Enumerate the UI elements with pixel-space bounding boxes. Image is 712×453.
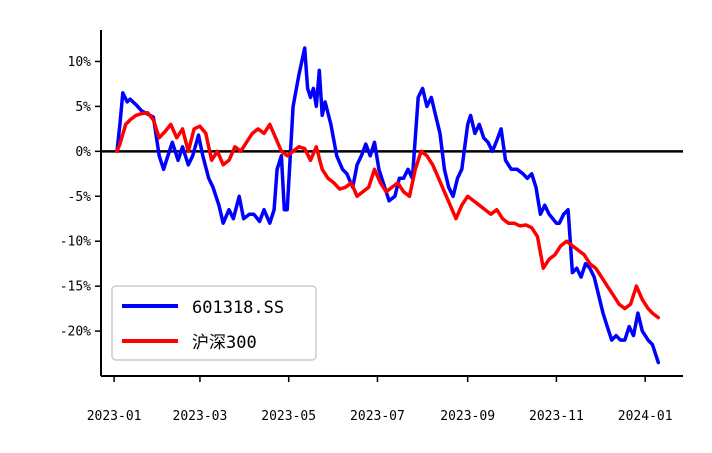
x-tick-label: 2024-01 — [618, 409, 673, 424]
x-tick-label: 2023-07 — [350, 409, 405, 424]
x-tick-label: 2023-01 — [87, 409, 142, 424]
legend-label-hs300: 沪深300 — [192, 333, 257, 353]
series-layer — [115, 46, 661, 365]
y-tick-label: 5% — [75, 100, 91, 115]
legend: 601318.SS 沪深300 — [111, 285, 317, 361]
y-tick-label: -15% — [60, 280, 91, 295]
x-tick-label: 2023-11 — [529, 409, 584, 424]
y-tick-label: -10% — [60, 235, 91, 250]
y-tick-label: 0% — [75, 145, 91, 160]
x-tick-label: 2023-09 — [440, 409, 495, 424]
axes-layer — [100, 30, 683, 377]
series-line-hs300 — [115, 110, 661, 320]
y-tick-label: 10% — [68, 55, 92, 70]
x-tick-label: 2023-03 — [173, 409, 228, 424]
y-tick-label: -5% — [68, 190, 92, 205]
x-tick-label: 2023-05 — [261, 409, 316, 424]
y-tick-label: -20% — [60, 325, 91, 340]
legend-label-601318: 601318.SS — [192, 298, 284, 318]
series-line-601318 — [115, 46, 661, 365]
ticks-layer: 10% 5% 0% -5% -10% -15% -20% 2023-01 2023-03 2023… — [60, 55, 673, 424]
